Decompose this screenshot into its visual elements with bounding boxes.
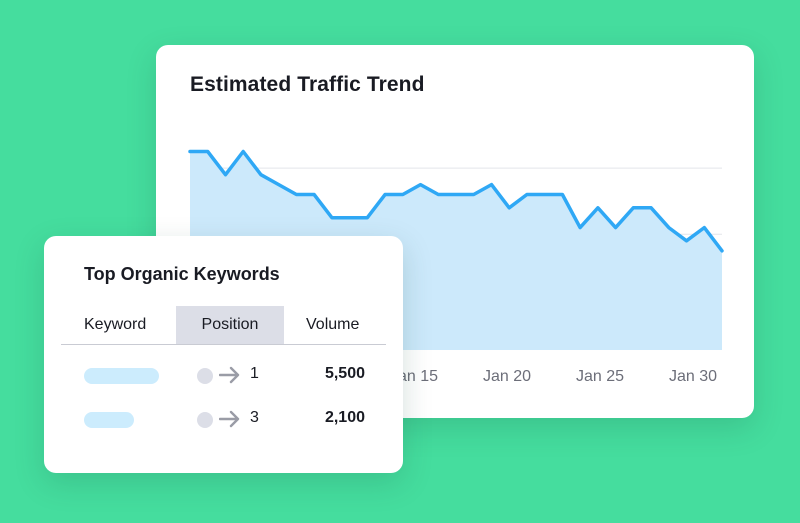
position-value: 3 [250,409,259,426]
arrow-right-icon [219,366,240,384]
volume-value: 2,100 [324,409,365,426]
keywords-title: Top Organic Keywords [84,264,280,284]
keyword-placeholder-bar [84,368,159,384]
table-row[interactable]: 3 2,100 [44,404,403,434]
top-keywords-card: Top Organic Keywords Keyword Position Vo… [44,236,403,473]
x-tick-label: Jan 25 [576,368,624,385]
column-header-keyword[interactable]: Keyword [84,316,147,333]
x-tick-label: Jan 30 [669,368,717,385]
previous-position-dot [197,412,213,428]
arrow-right-icon [219,410,240,428]
x-tick-label: Jan 20 [483,368,531,385]
position-value: 1 [250,365,259,382]
traffic-line [188,149,724,253]
volume-value: 5,500 [324,365,365,382]
column-header-position[interactable]: Position [176,306,284,344]
table-row[interactable]: 1 5,500 [44,360,403,390]
header-divider [61,344,386,345]
chart-title: Estimated Traffic Trend [190,73,425,96]
keyword-placeholder-bar [84,412,134,428]
previous-position-dot [197,368,213,384]
column-header-volume[interactable]: Volume [306,316,360,333]
